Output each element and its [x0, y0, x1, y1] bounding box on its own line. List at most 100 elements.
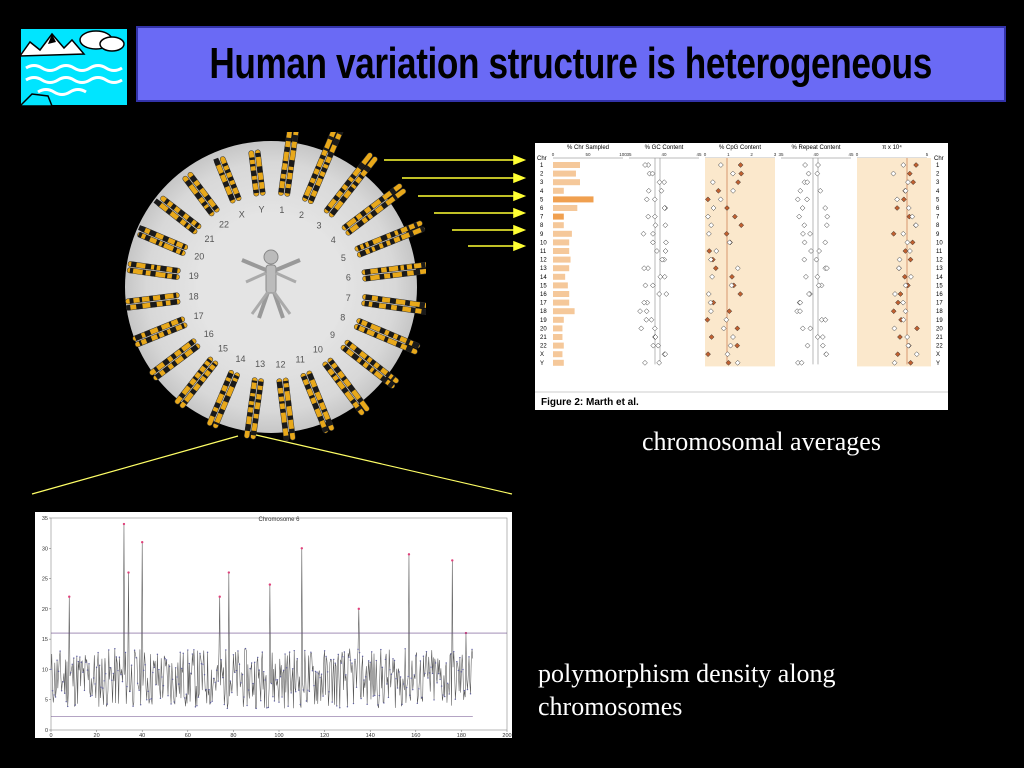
panel-header: % Chr Sampled	[567, 145, 609, 151]
y-tick-label: 25	[42, 577, 48, 583]
row-label: 7	[936, 215, 940, 221]
chart-title: Chromosome 6	[258, 517, 300, 523]
peak-point	[141, 541, 144, 544]
peak-point	[300, 547, 303, 550]
row-label: 12	[936, 258, 943, 264]
panel-tick: 0	[552, 152, 555, 157]
y-tick-label: 0	[45, 728, 48, 734]
chromosome-label: 8	[340, 312, 345, 322]
row-label: 7	[540, 215, 544, 221]
panel-tick: 35	[626, 152, 632, 157]
y-tick-label: 35	[42, 516, 48, 522]
vitruvian-man-icon	[241, 249, 301, 319]
row-label: 22	[540, 344, 547, 350]
chromosome-label: 4	[331, 235, 336, 245]
panel-tick: 100	[619, 152, 627, 157]
chromosome-17	[132, 316, 188, 348]
x-tick-label: 80	[230, 733, 236, 738]
row-label: 15	[936, 283, 943, 289]
row-label: 2	[540, 172, 544, 178]
row-label: 11	[540, 249, 547, 255]
x-tick-label: 160	[411, 733, 420, 738]
chromosome-label: 22	[219, 220, 229, 230]
row-label: Y	[936, 361, 940, 367]
chromosome-22	[182, 171, 220, 217]
peak-point	[268, 583, 272, 586]
peak-point	[218, 595, 221, 598]
peak-point	[407, 553, 411, 556]
x-tick-label: 60	[185, 733, 191, 738]
panel-tick: 0	[704, 152, 707, 157]
chromosome-label: Y	[258, 205, 264, 215]
slide-title: Human variation structure is heterogeneo…	[209, 39, 933, 88]
chromosome-label: 13	[255, 359, 265, 369]
row-label: 17	[936, 301, 943, 307]
row-label: 10	[540, 240, 547, 246]
row-label: 16	[936, 292, 943, 298]
chromosome-10	[322, 357, 370, 416]
chromosome-11	[300, 370, 335, 434]
chromosome-16	[149, 338, 201, 381]
panel-tick: 40	[661, 152, 667, 157]
row-label: 6	[936, 206, 940, 212]
row-label: 4	[540, 189, 544, 195]
row-label: 9	[936, 232, 940, 238]
row-label: 14	[936, 275, 943, 281]
peak-point	[68, 595, 71, 598]
chromosome-21	[153, 195, 202, 235]
row-label: 2	[936, 172, 940, 178]
x-tick-label: 120	[320, 733, 329, 738]
row-label: 21	[936, 335, 943, 341]
row-label: 12	[540, 258, 547, 264]
panel-tick: 40	[813, 152, 819, 157]
caption-polymorphism-density: polymorphism density along chromosomes	[538, 659, 836, 721]
row-label: 1	[540, 163, 544, 169]
chromosome-label: 6	[346, 272, 351, 282]
chromosome-13	[244, 377, 264, 440]
panel-tick: 1	[727, 152, 730, 157]
chromosome-label: 11	[296, 354, 305, 364]
zoom-lines	[30, 432, 520, 502]
row-label: 20	[936, 326, 943, 332]
row-label: Y	[540, 361, 544, 367]
panel-tick: 35	[778, 152, 784, 157]
row-header: Chr	[934, 156, 944, 162]
row-label: 19	[936, 318, 943, 324]
peak-point	[451, 559, 454, 562]
peak-point	[127, 571, 130, 574]
panel-tick: 5	[926, 152, 929, 157]
y-tick-label: 30	[42, 546, 48, 552]
chromosome-label: 1	[279, 205, 284, 215]
chromosome-label: 21	[205, 234, 215, 244]
row-label: 8	[540, 223, 544, 229]
logo-icon	[18, 22, 130, 108]
chromosome-3	[323, 152, 378, 218]
row-label: 5	[936, 197, 940, 203]
chromosome-label: X	[239, 210, 245, 220]
panel-tick: 2	[750, 152, 753, 157]
x-tick-label: 20	[94, 733, 100, 738]
chromosome-X	[213, 156, 242, 204]
chromosome-label: 20	[194, 252, 204, 262]
panel-tick: 0	[856, 152, 859, 157]
peak-point	[357, 607, 360, 611]
row-label: 6	[540, 206, 544, 212]
chromosome-Y	[248, 149, 266, 197]
row-label: 19	[540, 318, 547, 324]
chromosome-4	[341, 183, 407, 236]
pointer-arrows	[380, 150, 530, 260]
row-label: 8	[936, 223, 940, 229]
y-tick-label: 15	[42, 637, 48, 643]
x-tick-label: 40	[139, 733, 145, 738]
chromosome-label: 2	[299, 210, 304, 220]
panel-header: % GC Content	[645, 145, 684, 151]
row-label: 11	[936, 249, 943, 255]
x-tick-label: 200	[502, 733, 511, 738]
panel-header: % Repeat Content	[791, 145, 840, 151]
row-label: 18	[540, 309, 547, 315]
row-label: 14	[540, 275, 547, 281]
y-tick-label: 10	[42, 667, 48, 673]
row-label: X	[540, 352, 544, 358]
row-label: 17	[540, 301, 547, 307]
chromosome-label: 18	[189, 292, 199, 302]
